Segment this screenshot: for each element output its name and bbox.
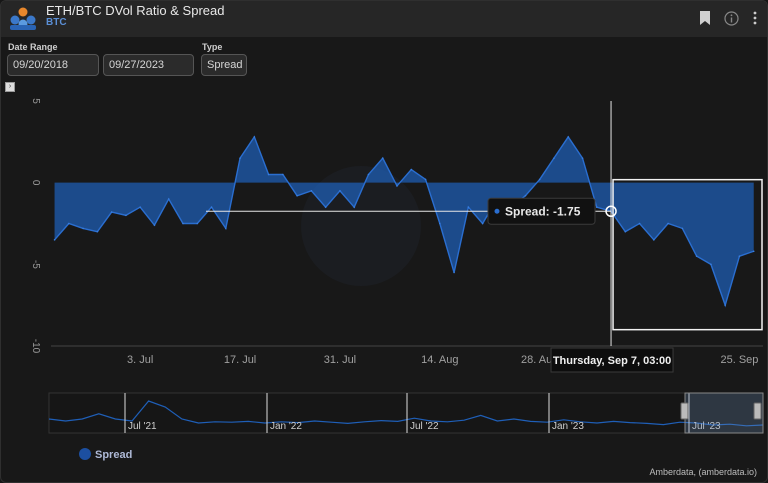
spread-point[interactable] (453, 271, 455, 274)
spread-point[interactable] (96, 230, 99, 233)
x-tick-label: 31. Jul (324, 354, 356, 366)
spread-point[interactable] (82, 227, 84, 230)
credits: Amberdata, (amberdata.io) (649, 467, 757, 477)
amberdata-logo (10, 7, 36, 30)
navigator-range[interactable] (684, 392, 764, 434)
spread-point[interactable] (524, 194, 527, 197)
type-label: Type (202, 42, 223, 52)
widget-subtitle: BTC (46, 17, 67, 28)
legend-marker (79, 448, 91, 460)
spread-point[interactable] (224, 227, 227, 230)
widget-title: ETH/BTC DVol Ratio & Spread (46, 3, 225, 18)
date-range-label: Date Range (8, 42, 58, 52)
spread-point[interactable] (167, 198, 170, 200)
spread-point[interactable] (125, 214, 127, 217)
spread-point[interactable] (210, 206, 213, 208)
spread-point[interactable] (153, 224, 156, 226)
spread-point[interactable] (68, 222, 70, 225)
chart-svg: 5 0 -5 -10 3. Jul 17. Jul 31. Jul 14. Aug 28. A… (30, 98, 764, 434)
spread-point[interactable] (139, 206, 141, 208)
spread-point[interactable] (253, 136, 256, 138)
zoom-selection-box[interactable] (612, 178, 763, 331)
crosshair-date-box (550, 347, 674, 373)
navigator-label: Jul '21 (128, 421, 157, 432)
hover-marker (605, 205, 617, 217)
legend-item-spread[interactable]: Spread (79, 448, 132, 461)
info-icon[interactable] (723, 11, 739, 27)
spread-point[interactable] (282, 173, 284, 176)
tooltip-value: Spread: -1.75 (505, 204, 581, 218)
spread-point[interactable] (196, 222, 199, 225)
spread-point[interactable] (410, 168, 413, 171)
spread-point[interactable] (396, 185, 398, 187)
spread-point[interactable] (239, 157, 241, 159)
spread-point[interactable] (553, 157, 555, 159)
spread-point[interactable] (424, 178, 427, 181)
start-date-input[interactable]: 09/20/2018 (7, 54, 99, 76)
type-select[interactable]: Spread (201, 54, 247, 76)
spread-point[interactable] (110, 211, 113, 213)
spread-point[interactable] (467, 206, 470, 208)
end-date-input[interactable]: 09/27/2023 (103, 54, 194, 76)
navigator-label: Jan '22 (270, 421, 302, 432)
tooltip-marker (494, 208, 500, 214)
x-tick-label: 14. Aug (421, 354, 458, 366)
navigator-handle-left[interactable] (680, 402, 689, 420)
spread-point[interactable] (653, 239, 655, 241)
spread-point[interactable] (367, 173, 370, 176)
more-vertical-icon[interactable] (747, 11, 763, 27)
spread-point[interactable] (738, 255, 741, 257)
x-tick-label: 28. Aug (521, 354, 558, 366)
spread-point[interactable] (581, 157, 584, 159)
bookmark-icon[interactable] (697, 11, 713, 27)
y-tick-label: -5 (30, 260, 41, 269)
spread-area (54, 136, 754, 306)
x-tick-label: 25. Sep (720, 354, 758, 366)
spread-point[interactable] (667, 222, 669, 225)
spread-point[interactable] (752, 250, 755, 253)
spread-point[interactable] (724, 304, 726, 306)
spread-point[interactable] (595, 206, 598, 208)
spread-point[interactable] (339, 190, 341, 192)
spread-point[interactable] (53, 239, 56, 241)
navigator-handle-right[interactable] (753, 402, 762, 420)
spread-point[interactable] (638, 222, 641, 225)
spread-point[interactable] (538, 178, 541, 181)
navigator-label: Jul '22 (410, 421, 439, 432)
tooltip-box (487, 197, 596, 225)
spread-point[interactable] (695, 255, 698, 257)
spread-point[interactable] (481, 222, 484, 225)
widget-header: ETH/BTC DVol Ratio & Spread BTC (1, 1, 767, 37)
spread-point[interactable] (182, 222, 184, 225)
navigator-panel[interactable] (48, 392, 764, 434)
navigator-series (48, 400, 764, 427)
spread-point[interactable] (681, 227, 684, 230)
legend-label: Spread (95, 449, 133, 461)
spread-point[interactable] (310, 190, 313, 192)
y-tick-label: -10 (30, 339, 41, 354)
navigator-label: Jul '23 (692, 421, 721, 432)
spread-line (54, 135, 754, 308)
spread-point[interactable] (710, 263, 712, 266)
y-tick-label: 5 (30, 98, 41, 104)
navigator-label: Jan '23 (552, 421, 584, 432)
x-tick-label: 17. Jul (224, 354, 256, 366)
y-tick-label: 0 (30, 180, 41, 186)
expand-icon[interactable]: › (5, 82, 15, 92)
spread-point[interactable] (624, 230, 627, 233)
spread-point[interactable] (381, 157, 384, 159)
spread-point[interactable] (353, 206, 356, 208)
x-tick-label: 3. Jul (127, 354, 153, 366)
spread-point[interactable] (296, 194, 298, 197)
spread-point[interactable] (567, 136, 570, 138)
spread-point[interactable] (439, 222, 441, 225)
spread-point[interactable] (267, 173, 270, 176)
spread-point[interactable] (324, 206, 327, 208)
crosshair-date-label: Thursday, Sep 7, 03:00 (553, 355, 671, 367)
